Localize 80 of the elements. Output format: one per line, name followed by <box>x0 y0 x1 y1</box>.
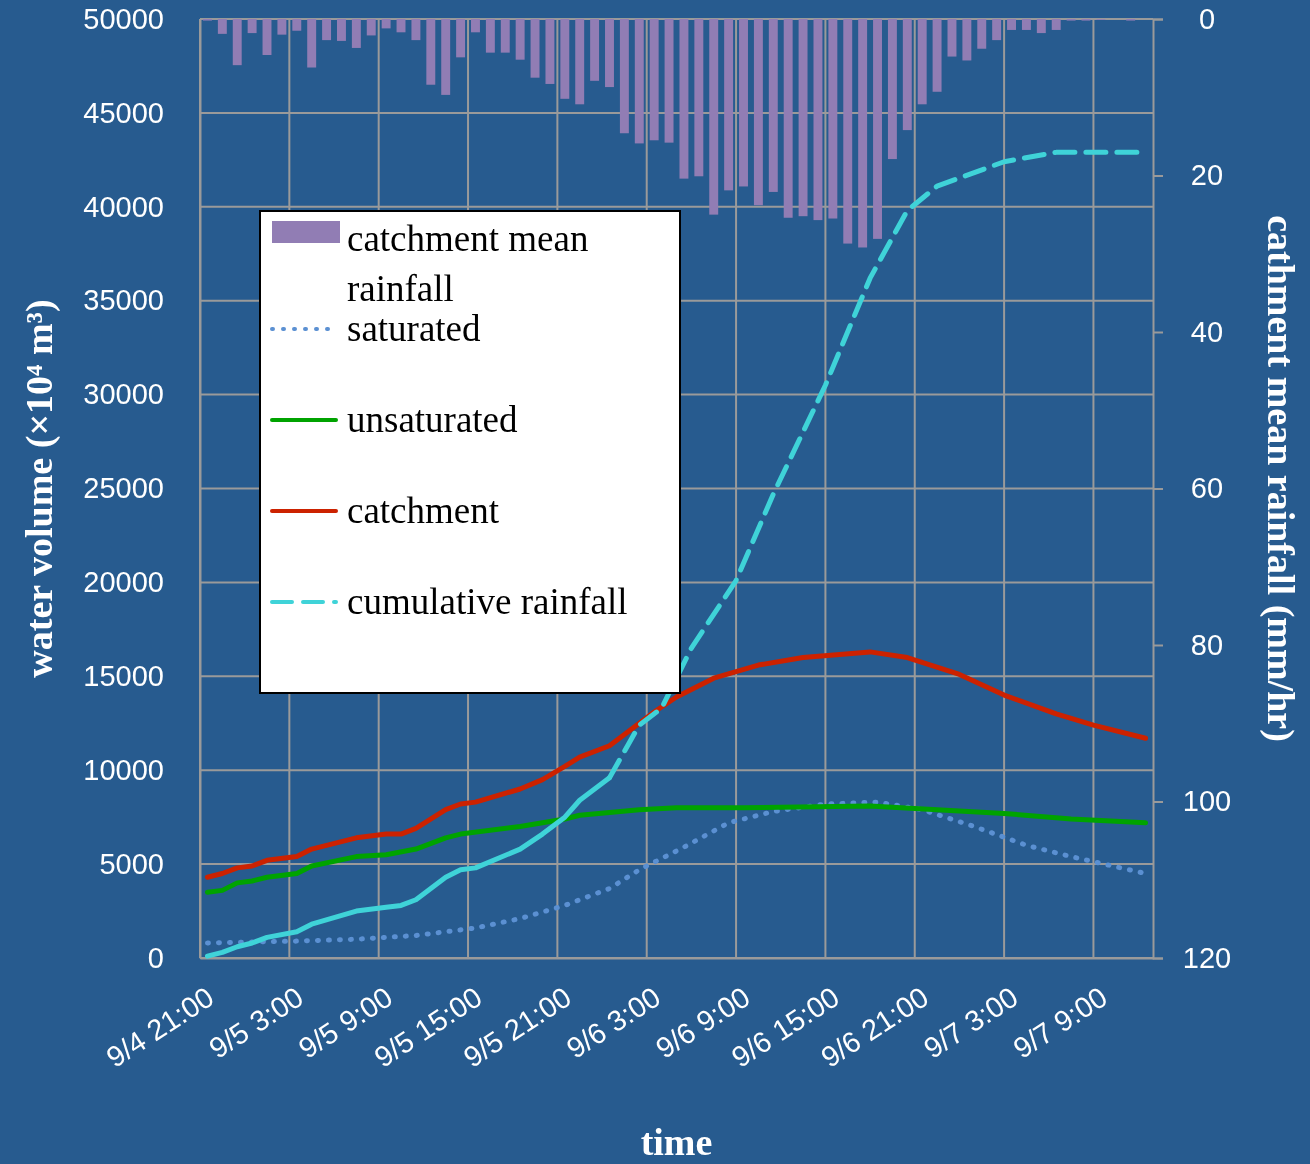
bar <box>590 19 600 81</box>
bar <box>426 19 436 85</box>
bar <box>828 19 838 219</box>
legend-label: saturated <box>347 308 482 349</box>
bar <box>1051 19 1061 30</box>
bar <box>873 19 882 239</box>
y2-tick-label: 60 <box>1190 472 1224 505</box>
bar <box>887 19 897 160</box>
y2-tick-label: 0 <box>1198 2 1216 35</box>
bar <box>664 19 674 143</box>
bar <box>709 19 719 215</box>
bar <box>247 19 257 34</box>
bar <box>902 19 912 131</box>
bar <box>232 19 242 66</box>
bar <box>336 19 346 41</box>
bar <box>783 19 793 218</box>
y2-axis-title: cathment mean rainfall (mm/hr) <box>1259 215 1302 742</box>
bar <box>471 19 480 33</box>
bar <box>307 19 317 68</box>
y-axis-title: water volume (×10⁴ m³) <box>18 299 61 678</box>
bar <box>456 19 466 58</box>
bar <box>947 19 957 57</box>
bar <box>917 19 927 105</box>
y-tick-label: 40000 <box>83 190 164 223</box>
y-tick-label: 30000 <box>83 378 164 411</box>
bar <box>619 19 629 134</box>
y2-tick-label: 100 <box>1182 785 1232 818</box>
bar <box>560 19 570 99</box>
bar <box>351 19 361 48</box>
y-tick-label: 35000 <box>83 284 164 317</box>
y-tick-label: 25000 <box>83 472 164 505</box>
bar <box>679 19 689 179</box>
legend-label: cumulative rainfall <box>347 581 628 622</box>
y-tick-label: 45000 <box>83 96 164 129</box>
y-tick-label: 15000 <box>83 660 164 693</box>
bar <box>634 19 644 144</box>
bar <box>858 19 868 248</box>
bar <box>411 19 421 41</box>
bar <box>649 19 659 141</box>
y-tick-label: 10000 <box>83 753 164 786</box>
bar <box>843 19 853 244</box>
bar <box>768 19 778 192</box>
bar <box>515 19 525 60</box>
bar <box>962 19 972 61</box>
bar <box>694 19 704 177</box>
bar <box>1007 19 1016 30</box>
bar <box>932 19 942 92</box>
bar <box>739 19 748 187</box>
y-tick-label: 5000 <box>99 847 164 880</box>
bar <box>977 19 987 49</box>
bar <box>724 19 734 191</box>
bar <box>1036 19 1046 34</box>
y2-tick-label: 40 <box>1190 315 1224 348</box>
bar <box>813 19 823 221</box>
y-tick-label: 50000 <box>83 2 164 35</box>
y-tick-label: 0 <box>147 941 164 974</box>
bar <box>485 19 495 53</box>
bar <box>1021 19 1031 30</box>
bar <box>366 19 376 36</box>
y2-tick-label: 20 <box>1190 159 1224 192</box>
legend-label: unsaturated <box>347 399 519 440</box>
y2-tick-label: 80 <box>1190 628 1224 661</box>
y-tick-label: 20000 <box>83 566 164 599</box>
y2-tick-label: 120 <box>1182 941 1232 974</box>
bar <box>381 19 391 29</box>
bar <box>753 19 763 206</box>
bar <box>575 19 585 105</box>
x-axis-title: time <box>640 1121 713 1163</box>
bar <box>217 19 227 34</box>
bar <box>441 19 451 95</box>
bar <box>545 19 555 84</box>
bar <box>992 19 1002 41</box>
legend-label: catchment <box>347 490 500 531</box>
bar <box>292 19 302 31</box>
bar <box>277 19 287 35</box>
bar <box>530 19 540 78</box>
bar <box>605 19 614 88</box>
bar <box>322 19 332 41</box>
bar <box>500 19 510 53</box>
bar <box>798 19 808 217</box>
